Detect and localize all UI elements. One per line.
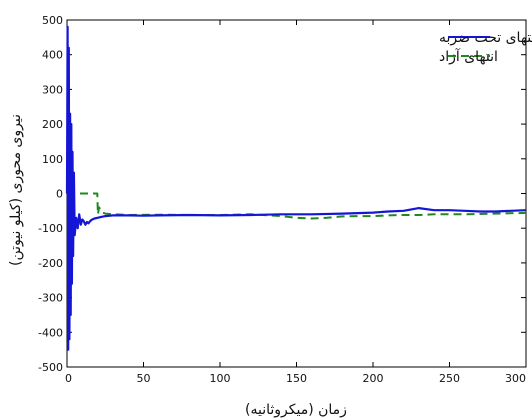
x-tick-label: 200 [363,372,384,385]
x-tick-label: 250 [439,372,460,385]
x-tick-label: 100 [210,372,231,385]
plot-frame [66,19,527,368]
x-tick-label: 50 [137,372,151,385]
legend-label-free-end: انتهای آزاد [439,48,498,65]
x-tick-label: 150 [286,372,307,385]
series-line-impacted-end [65,25,527,351]
y-tick-label: 400 [42,49,63,62]
series-line-free-end [67,192,527,220]
legend-label-impacted-end: انتهای تحت ضربه [439,30,532,46]
x-tick-label: 300 [505,372,526,385]
y-tick-label: 200 [42,118,63,131]
legend: انتهای تحت ضربه انتهای آزاد [439,30,532,65]
y-tick-label: 500 [42,14,63,27]
x-tick-label: 0 [65,372,72,385]
y-tick-label: -100 [38,222,63,235]
y-tick-label: -500 [38,361,63,374]
y-tick-label: 100 [42,153,63,166]
y-tick-label: 300 [42,83,63,96]
x-axis-title: زمان (میکروثانیه) [245,402,347,418]
y-tick-label: -200 [38,257,63,270]
y-axis-title: نیروی محوری (کیلو نیوتن) [8,114,24,266]
y-tick-label: -400 [38,326,63,339]
y-tick-label: 0 [56,188,63,201]
y-tick-label: -300 [38,292,63,305]
